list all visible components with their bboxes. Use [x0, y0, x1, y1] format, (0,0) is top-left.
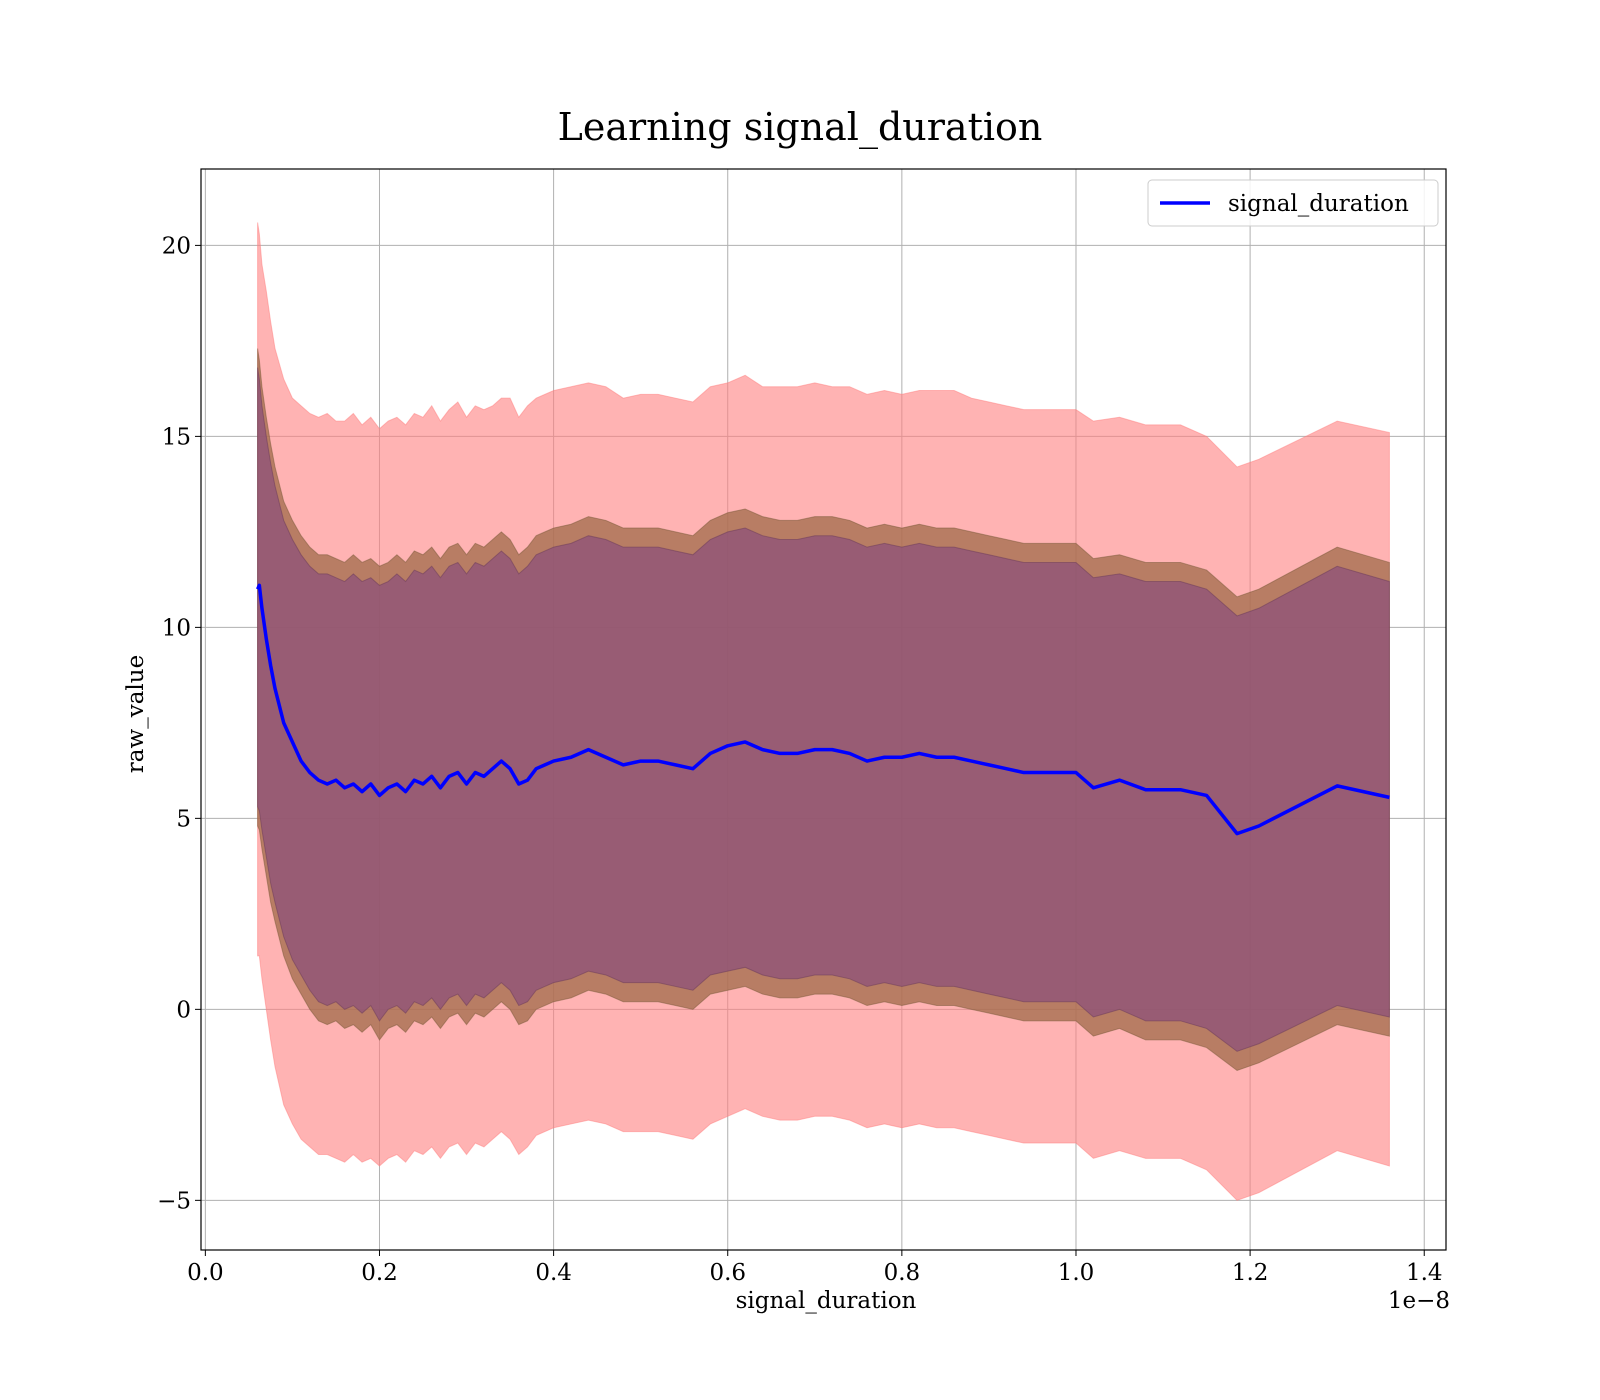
inner-band: [257, 367, 1390, 1052]
y-tick-label: 15: [162, 424, 191, 450]
x-axis-offset-label: 1e−8: [1388, 1288, 1450, 1314]
x-axis-label: signal_duration: [736, 1288, 917, 1314]
y-tick-label: 10: [162, 615, 191, 641]
plot-area-frame: [200, 168, 1447, 1251]
x-tick-label: 0.6: [709, 1260, 746, 1286]
x-tick-label: 0.0: [187, 1260, 224, 1286]
y-tick-label: 20: [162, 233, 191, 259]
legend-label: signal_duration: [1228, 191, 1409, 217]
x-tick-label: 1.4: [1406, 1260, 1443, 1286]
x-tick-label: 1.2: [1232, 1260, 1269, 1286]
x-tick-label: 0.2: [361, 1260, 398, 1286]
x-axis-ticks: 0.0 0.2 0.4 0.6 0.8 1.0 1.2 1.4: [187, 1250, 1443, 1286]
y-tick-label: 5: [176, 806, 191, 832]
y-tick-label: −5: [157, 1188, 191, 1214]
series-lines: [255, 583, 1390, 836]
series-line-signal-duration: [255, 583, 1390, 836]
confidence-bands: [257, 222, 1390, 1201]
x-tick-label: 1.0: [1058, 1260, 1095, 1286]
y-tick-label: 0: [176, 997, 191, 1023]
legend-box: [1147, 179, 1439, 227]
legend: signal_duration: [1147, 179, 1439, 227]
y-axis-label: raw_value: [123, 655, 149, 773]
x-tick-label: 0.8: [884, 1260, 921, 1286]
y-axis-ticks: −5 0 5 10 15 20: [157, 233, 201, 1214]
chart-title: Learning signal_duration: [558, 105, 1043, 150]
x-tick-label: 0.4: [535, 1260, 572, 1286]
